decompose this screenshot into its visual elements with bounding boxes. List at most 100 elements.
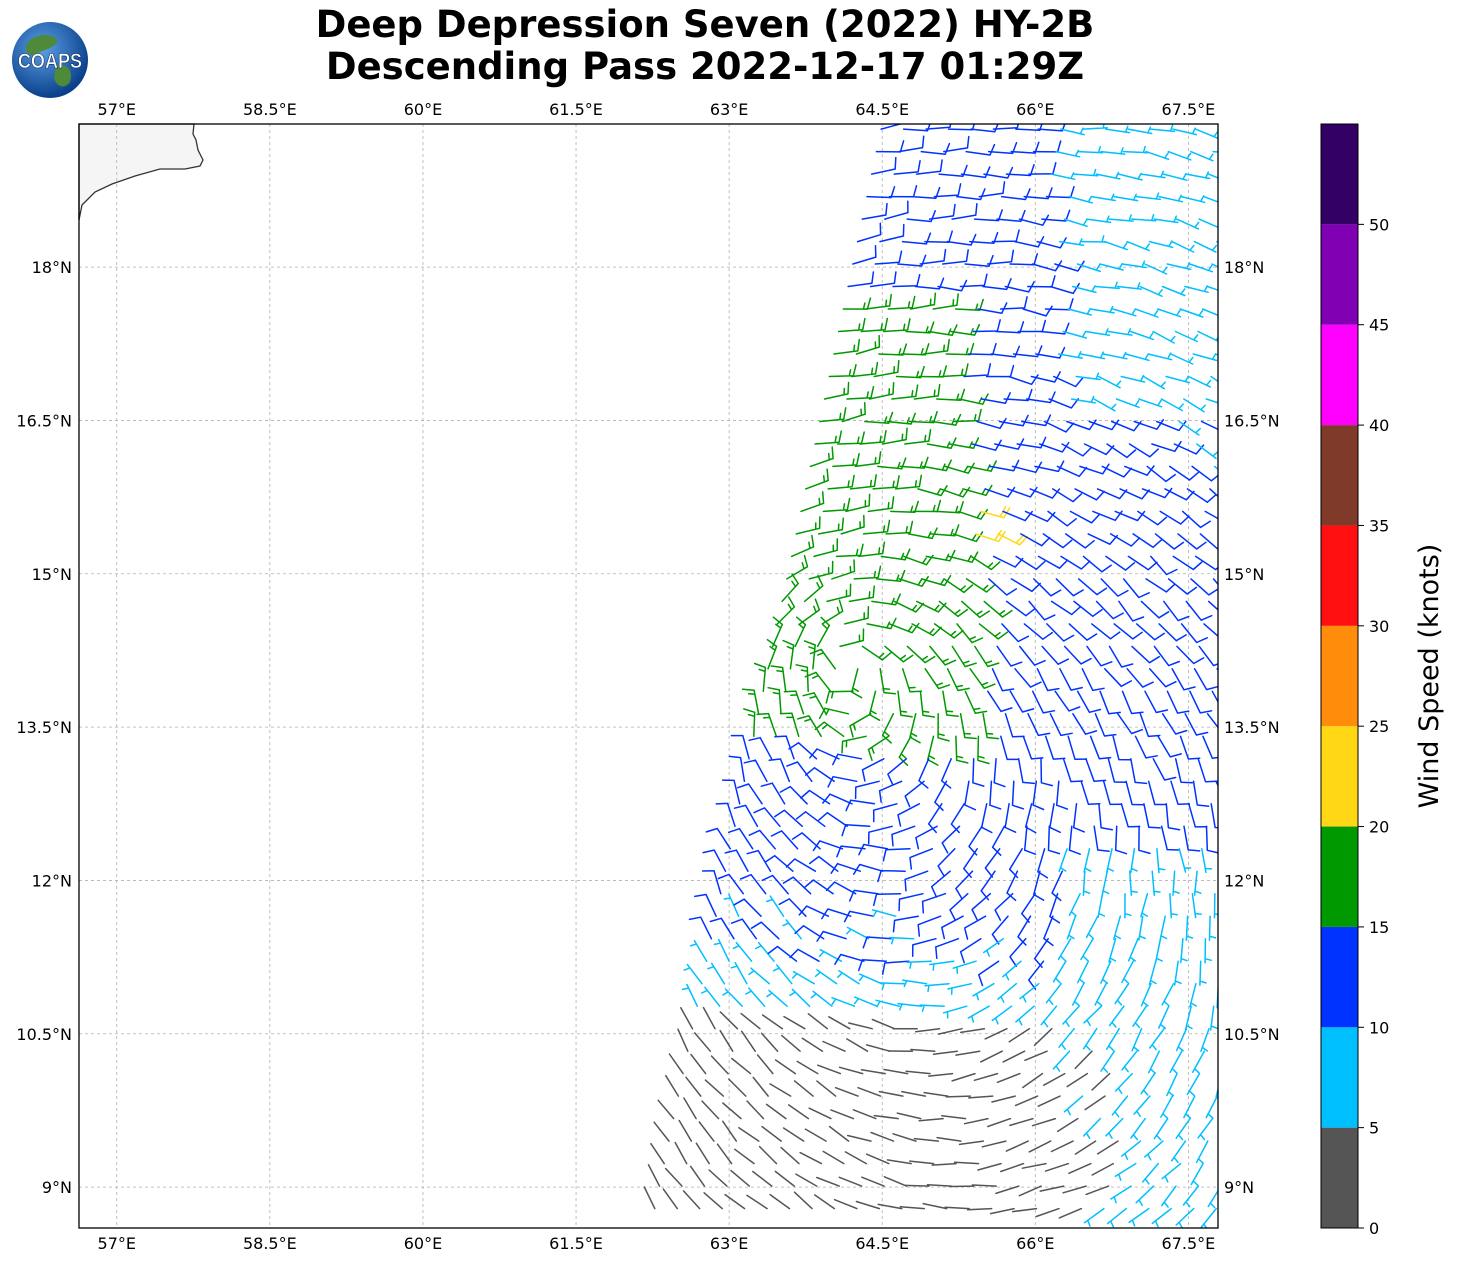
- wind-barb: [733, 804, 759, 828]
- wind-barb: [828, 1016, 851, 1030]
- wind-barb: [665, 1074, 680, 1097]
- wind-barb: [657, 1099, 675, 1120]
- wind-barb: [1082, 1027, 1098, 1051]
- wind-barb: [918, 758, 930, 789]
- wind-barb: [853, 996, 878, 1007]
- wind-barb: [1011, 780, 1025, 810]
- wind-barb: [1186, 1072, 1201, 1096]
- wind-barb: [865, 1044, 891, 1052]
- map-plot-area: [78, 123, 1219, 1229]
- colorbar-bin: [1321, 324, 1358, 426]
- wind-barb: [1095, 600, 1124, 620]
- wind-barb: [1089, 735, 1112, 760]
- wind-barb: [884, 645, 914, 663]
- wind-barb: [689, 939, 708, 962]
- wind-barb: [899, 1205, 926, 1210]
- wind-barb: [969, 668, 996, 690]
- wind-barb: [946, 668, 970, 692]
- wind-barb: [1167, 150, 1192, 161]
- wind-barb: [946, 233, 977, 246]
- wind-barb: [945, 1095, 972, 1098]
- wind-barb: [1113, 193, 1139, 202]
- wind-barb: [1161, 982, 1175, 1007]
- wind-barb: [1102, 780, 1123, 806]
- wind-barb: [967, 1005, 990, 1023]
- wind-barb: [1064, 533, 1095, 549]
- wind-barb: [1028, 162, 1057, 175]
- wind-barb: [1016, 436, 1047, 449]
- wind-barb: [789, 988, 811, 1007]
- wind-barb: [782, 639, 795, 670]
- lat-tick-label-right: 9°N: [1224, 1178, 1254, 1197]
- wind-barb: [926, 437, 957, 450]
- land-coastline: [78, 123, 204, 221]
- wind-barb: [1034, 460, 1065, 473]
- wind-barb: [1083, 848, 1092, 873]
- wind-barb: [1152, 758, 1177, 781]
- wind-barb: [1106, 848, 1114, 873]
- wind-barb: [904, 429, 932, 445]
- wind-barb: [1124, 465, 1155, 476]
- wind-barb: [883, 1176, 908, 1187]
- colorbar-tick-label: 20: [1369, 818, 1389, 837]
- wind-barb: [809, 648, 837, 670]
- wind-barb: [780, 1146, 800, 1165]
- wind-barb: [828, 364, 857, 378]
- wind-barb: [832, 452, 860, 468]
- wind-barb: [1081, 235, 1107, 243]
- wind-barb: [861, 1176, 885, 1187]
- wind-barb: [1121, 690, 1144, 715]
- wind-barb: [861, 758, 885, 782]
- wind-barb: [1014, 1095, 1039, 1107]
- wind-barb: [919, 690, 936, 718]
- wind-barb: [881, 960, 910, 975]
- wind-barb: [1086, 645, 1113, 667]
- wind-barb: [1014, 668, 1042, 688]
- wind-barb: [1134, 308, 1159, 318]
- wind-barb: [730, 961, 748, 985]
- wind-barb: [887, 295, 916, 310]
- wind-barb: [1023, 623, 1053, 640]
- wind-barb: [1015, 555, 1046, 570]
- wind-barb: [1138, 825, 1151, 855]
- wind-barb: [1101, 465, 1133, 478]
- wind-barb: [818, 707, 850, 720]
- wind-barb: [1082, 1117, 1102, 1140]
- wind-barb: [1028, 600, 1056, 621]
- wind-barb: [852, 863, 884, 875]
- wind-barb: [929, 960, 955, 971]
- wind-barb: [919, 1004, 945, 1012]
- wind-barb: [685, 1076, 702, 1097]
- lat-tick-label-right: 12°N: [1224, 871, 1264, 890]
- wind-barb: [938, 600, 969, 618]
- wind-barb: [887, 758, 908, 786]
- wind-barb: [975, 529, 1006, 543]
- wind-barb: [822, 1040, 846, 1052]
- wind-barb: [868, 381, 895, 400]
- wind-barb: [878, 780, 903, 803]
- wind-barb: [941, 249, 969, 265]
- wind-barb: [1085, 915, 1099, 939]
- wind-barb: [1120, 803, 1141, 828]
- wind-barb: [1049, 803, 1061, 834]
- wind-barb: [972, 758, 985, 787]
- lon-tick-label-bottom: 63°E: [710, 1234, 748, 1253]
- wind-barb: [1080, 351, 1106, 360]
- wind-barb: [881, 427, 908, 445]
- wind-barb: [858, 541, 886, 558]
- wind-barb: [1131, 645, 1160, 664]
- wind-barb: [860, 317, 889, 333]
- wind-barb: [1015, 124, 1043, 132]
- wind-barb: [1022, 1072, 1044, 1089]
- wind-barb: [977, 302, 1008, 314]
- wind-barb: [950, 323, 981, 336]
- wind-barb: [844, 1151, 868, 1165]
- wind-barb: [765, 1103, 787, 1120]
- wind-barb: [795, 516, 821, 535]
- wind-barb: [730, 1169, 751, 1187]
- lon-tick-label-bottom: 60°E: [404, 1234, 442, 1253]
- wind-barb: [1008, 1027, 1031, 1043]
- wind-barb: [1068, 195, 1093, 204]
- wind-barb: [856, 222, 882, 243]
- wind-barb: [1032, 780, 1045, 811]
